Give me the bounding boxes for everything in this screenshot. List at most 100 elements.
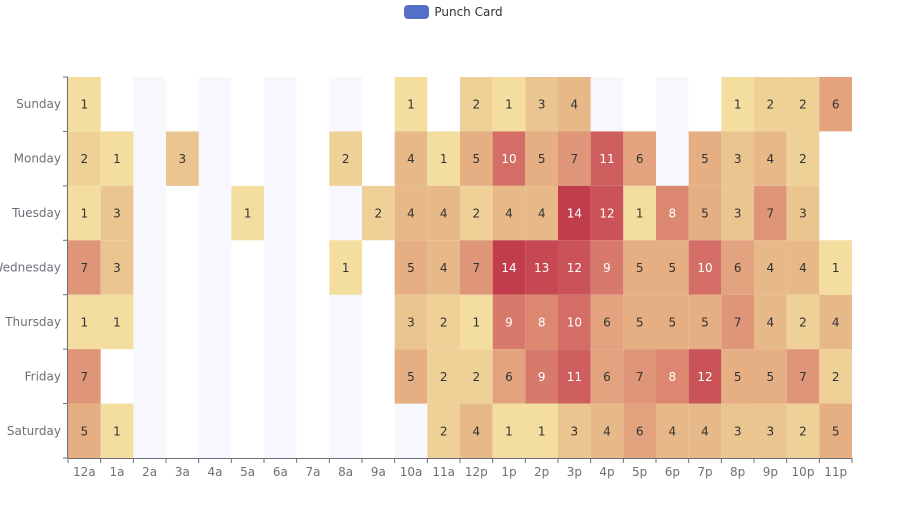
heatmap-cell[interactable]	[656, 294, 689, 350]
heatmap-cell[interactable]	[100, 240, 134, 295]
heatmap-cell[interactable]	[427, 294, 460, 350]
heatmap-cell[interactable]	[525, 77, 558, 132]
heatmap-cell[interactable]	[100, 185, 134, 241]
heatmap-cell[interactable]	[721, 240, 754, 295]
heatmap-cell[interactable]	[231, 185, 264, 241]
heatmap-cell[interactable]	[525, 240, 558, 295]
heatmap-cell[interactable]	[68, 349, 101, 404]
heatmap-cell[interactable]	[688, 294, 722, 350]
heatmap-cell[interactable]	[394, 349, 428, 404]
heatmap-cell[interactable]	[460, 349, 493, 404]
heatmap-cell[interactable]	[623, 403, 656, 458]
heatmap-cell[interactable]	[786, 185, 820, 241]
heatmap-cell[interactable]	[721, 77, 754, 132]
heatmap-cell[interactable]	[623, 131, 656, 186]
heatmap-cell[interactable]	[754, 403, 787, 458]
heatmap-cell[interactable]	[786, 131, 820, 186]
heatmap-cell[interactable]	[819, 349, 852, 404]
heatmap-cell[interactable]	[68, 403, 101, 458]
heatmap-cell[interactable]	[819, 240, 852, 295]
heatmap-cell[interactable]	[166, 131, 199, 186]
heatmap-cell[interactable]	[656, 240, 689, 295]
heatmap-cell[interactable]	[525, 294, 558, 350]
heatmap-cell[interactable]	[590, 403, 624, 458]
heatmap-cell[interactable]	[590, 185, 624, 241]
heatmap-cell[interactable]	[492, 185, 526, 241]
heatmap-cell[interactable]	[558, 349, 591, 404]
heatmap-cell[interactable]	[329, 131, 362, 186]
heatmap-cell[interactable]	[68, 294, 101, 350]
heatmap-cell[interactable]	[492, 294, 526, 350]
heatmap-cell[interactable]	[721, 403, 754, 458]
heatmap-cell[interactable]	[721, 349, 754, 404]
legend[interactable]: Punch Card	[0, 5, 907, 19]
heatmap-cell[interactable]	[754, 349, 787, 404]
heatmap-cell[interactable]	[68, 131, 101, 186]
heatmap-cell[interactable]	[656, 349, 689, 404]
heatmap-cell[interactable]	[558, 240, 591, 295]
heatmap-cell[interactable]	[329, 240, 362, 295]
heatmap-cell[interactable]	[394, 131, 428, 186]
heatmap-cell[interactable]	[558, 185, 591, 241]
heatmap-cell[interactable]	[525, 403, 558, 458]
heatmap-cell[interactable]	[754, 185, 787, 241]
heatmap-cell[interactable]	[721, 131, 754, 186]
heatmap-cell[interactable]	[460, 131, 493, 186]
heatmap-cell[interactable]	[68, 240, 101, 295]
heatmap-cell[interactable]	[492, 403, 526, 458]
heatmap-cell[interactable]	[590, 349, 624, 404]
heatmap-cell[interactable]	[394, 240, 428, 295]
heatmap-cell[interactable]	[688, 403, 722, 458]
heatmap-cell[interactable]	[394, 294, 428, 350]
heatmap-cell[interactable]	[460, 185, 493, 241]
heatmap-cell[interactable]	[427, 240, 460, 295]
heatmap-cell[interactable]	[656, 185, 689, 241]
heatmap-cell[interactable]	[590, 240, 624, 295]
heatmap-cell[interactable]	[721, 185, 754, 241]
heatmap-cell[interactable]	[786, 294, 820, 350]
heatmap-cell[interactable]	[688, 131, 722, 186]
heatmap-cell[interactable]	[492, 77, 526, 132]
heatmap-cell[interactable]	[819, 77, 852, 132]
heatmap-cell[interactable]	[786, 77, 820, 132]
heatmap-cell[interactable]	[394, 77, 428, 132]
heatmap-cell[interactable]	[525, 131, 558, 186]
heatmap-cell[interactable]	[786, 403, 820, 458]
heatmap-cell[interactable]	[460, 403, 493, 458]
heatmap-cell[interactable]	[492, 240, 526, 295]
heatmap-cell[interactable]	[623, 294, 656, 350]
heatmap-cell[interactable]	[819, 294, 852, 350]
heatmap-cell[interactable]	[819, 403, 852, 458]
heatmap-cell[interactable]	[525, 349, 558, 404]
heatmap-cell[interactable]	[590, 131, 624, 186]
heatmap-cell[interactable]	[525, 185, 558, 241]
heatmap-cell[interactable]	[100, 403, 134, 458]
legend-swatch[interactable]	[404, 5, 430, 19]
heatmap-cell[interactable]	[362, 185, 395, 241]
heatmap-cell[interactable]	[623, 349, 656, 404]
heatmap-cell[interactable]	[558, 403, 591, 458]
heatmap-cell[interactable]	[721, 294, 754, 350]
heatmap-cell[interactable]	[754, 131, 787, 186]
heatmap-cell[interactable]	[590, 294, 624, 350]
heatmap-cell[interactable]	[786, 240, 820, 295]
heatmap-cell[interactable]	[754, 240, 787, 295]
heatmap-cell[interactable]	[100, 294, 134, 350]
heatmap-cell[interactable]	[558, 294, 591, 350]
heatmap-cell[interactable]	[460, 240, 493, 295]
heatmap-cell[interactable]	[688, 185, 722, 241]
heatmap-cell[interactable]	[786, 349, 820, 404]
heatmap-cell[interactable]	[427, 349, 460, 404]
heatmap-cell[interactable]	[688, 240, 722, 295]
heatmap-cell[interactable]	[623, 240, 656, 295]
heatmap-cell[interactable]	[623, 185, 656, 241]
heatmap-cell[interactable]	[558, 77, 591, 132]
heatmap-cell[interactable]	[688, 349, 722, 404]
heatmap-cell[interactable]	[68, 77, 101, 132]
heatmap-cell[interactable]	[460, 77, 493, 132]
heatmap-cell[interactable]	[100, 131, 134, 186]
heatmap-cell[interactable]	[754, 77, 787, 132]
heatmap-cell[interactable]	[656, 403, 689, 458]
heatmap-cell[interactable]	[427, 403, 460, 458]
heatmap-cell[interactable]	[558, 131, 591, 186]
